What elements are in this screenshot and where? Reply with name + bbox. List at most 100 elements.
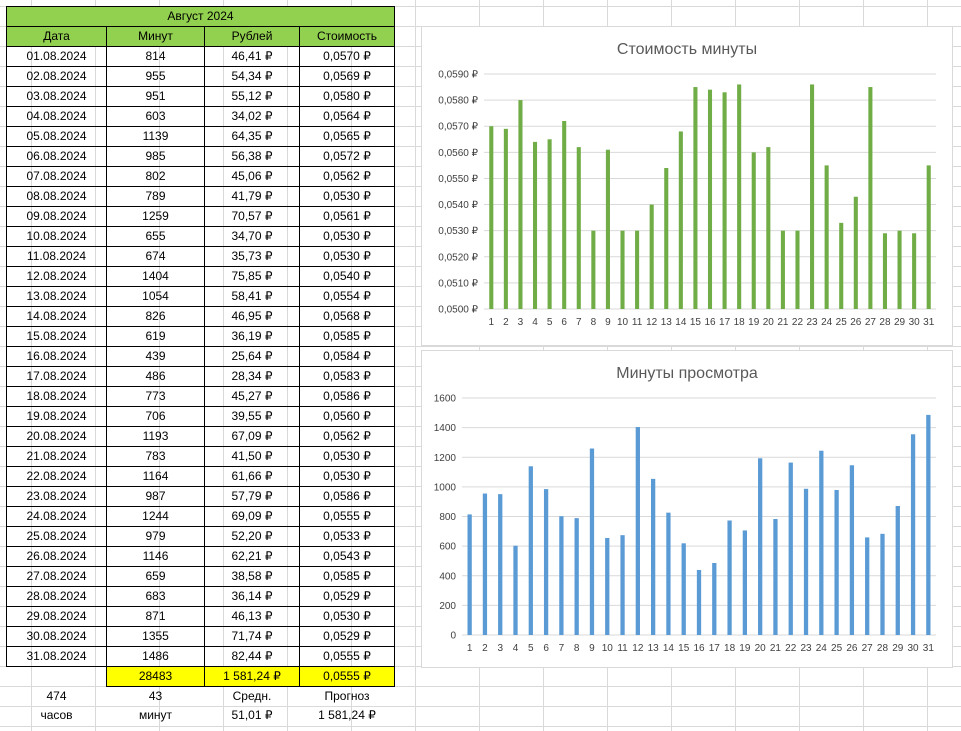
- total-cell[interactable]: 0,0555 ₽: [299, 666, 395, 687]
- table-cell[interactable]: 75,85 ₽: [204, 266, 300, 287]
- table-cell[interactable]: 07.08.2024: [6, 166, 107, 187]
- bar[interactable]: [489, 126, 494, 309]
- table-cell[interactable]: 773: [106, 386, 205, 407]
- table-cell[interactable]: 67,09 ₽: [204, 426, 300, 447]
- total-cell[interactable]: 28483: [106, 666, 205, 687]
- minutes-watched-chart[interactable]: Минуты просмотра 0 200 400 600 800 1000 1200 140…: [421, 350, 953, 668]
- bar[interactable]: [649, 204, 654, 309]
- table-cell[interactable]: 0,0572 ₽: [299, 146, 395, 167]
- bar[interactable]: [574, 518, 579, 635]
- table-cell[interactable]: 0,0530 ₽: [299, 186, 395, 207]
- table-cell[interactable]: 1404: [106, 266, 205, 287]
- table-cell[interactable]: 0,0584 ₽: [299, 346, 395, 367]
- table-cell[interactable]: 0,0570 ₽: [299, 46, 395, 67]
- table-cell[interactable]: 814: [106, 46, 205, 67]
- table-cell[interactable]: 0,0529 ₽: [299, 626, 395, 647]
- bar[interactable]: [788, 462, 793, 635]
- table-cell[interactable]: 19.08.2024: [6, 406, 107, 427]
- bar[interactable]: [620, 535, 625, 635]
- bar[interactable]: [678, 131, 683, 309]
- table-cell[interactable]: 0,0569 ₽: [299, 66, 395, 87]
- table-cell[interactable]: 71,74 ₽: [204, 626, 300, 647]
- table-cell[interactable]: 0,0530 ₽: [299, 446, 395, 467]
- table-cell[interactable]: 659: [106, 566, 205, 587]
- bar[interactable]: [559, 516, 564, 635]
- table-cell[interactable]: 1164: [106, 466, 205, 487]
- bar[interactable]: [635, 230, 640, 309]
- bar[interactable]: [693, 87, 698, 309]
- bar[interactable]: [712, 563, 717, 635]
- table-cell[interactable]: 0,0561 ₽: [299, 206, 395, 227]
- table-cell[interactable]: 39,55 ₽: [204, 406, 300, 427]
- bar[interactable]: [737, 84, 742, 309]
- table-cell[interactable]: 1146: [106, 546, 205, 567]
- bar[interactable]: [543, 489, 549, 635]
- bar[interactable]: [849, 465, 855, 635]
- table-cell[interactable]: 56,38 ₽: [204, 146, 300, 167]
- table-cell[interactable]: 683: [106, 586, 205, 607]
- table-cell[interactable]: 655: [106, 226, 205, 247]
- table-cell[interactable]: 802: [106, 166, 205, 187]
- table-cell[interactable]: 674: [106, 246, 205, 267]
- table-cell[interactable]: 985: [106, 146, 205, 167]
- bar[interactable]: [853, 196, 858, 309]
- table-cell[interactable]: 0,0555 ₽: [299, 646, 395, 667]
- bar[interactable]: [766, 147, 771, 309]
- table-cell[interactable]: 0,0560 ₽: [299, 406, 395, 427]
- bar[interactable]: [834, 489, 839, 635]
- bar[interactable]: [773, 519, 778, 635]
- table-cell[interactable]: 15.08.2024: [6, 326, 107, 347]
- column-header[interactable]: Дата: [6, 26, 107, 47]
- bar[interactable]: [503, 128, 508, 309]
- bar[interactable]: [926, 414, 931, 635]
- table-cell[interactable]: 1355: [106, 626, 205, 647]
- table-cell[interactable]: 1054: [106, 286, 205, 307]
- table-cell[interactable]: 1193: [106, 426, 205, 447]
- table-cell[interactable]: 21.08.2024: [6, 446, 107, 467]
- table-cell[interactable]: 979: [106, 526, 205, 547]
- bar[interactable]: [795, 230, 800, 309]
- table-cell[interactable]: 0,0530 ₽: [299, 606, 395, 627]
- bar[interactable]: [532, 141, 538, 309]
- bar[interactable]: [591, 230, 596, 309]
- column-header[interactable]: Стоимость: [299, 26, 395, 47]
- column-header[interactable]: Минут: [106, 26, 205, 47]
- bar[interactable]: [498, 494, 503, 635]
- table-cell[interactable]: 08.08.2024: [6, 186, 107, 207]
- table-cell[interactable]: 0,0568 ₽: [299, 306, 395, 327]
- table-cell[interactable]: 45,27 ₽: [204, 386, 300, 407]
- table-cell[interactable]: 25,64 ₽: [204, 346, 300, 367]
- summary-cell[interactable]: часов: [40, 708, 73, 722]
- table-cell[interactable]: 02.08.2024: [6, 66, 107, 87]
- summary-cell[interactable]: минут: [138, 708, 173, 722]
- bar[interactable]: [696, 569, 702, 635]
- bar[interactable]: [824, 165, 829, 309]
- bar[interactable]: [880, 533, 885, 635]
- bar[interactable]: [897, 230, 902, 309]
- table-cell[interactable]: 25.08.2024: [6, 526, 107, 547]
- bar[interactable]: [605, 149, 610, 309]
- table-cell[interactable]: 0,0586 ₽: [299, 486, 395, 507]
- bar[interactable]: [882, 233, 888, 309]
- bar[interactable]: [803, 488, 809, 635]
- table-cell[interactable]: 70,57 ₽: [204, 206, 300, 227]
- bar[interactable]: [910, 434, 916, 635]
- table-cell[interactable]: 46,41 ₽: [204, 46, 300, 67]
- table-cell[interactable]: 20.08.2024: [6, 426, 107, 447]
- table-cell[interactable]: 01.08.2024: [6, 46, 107, 67]
- table-cell[interactable]: 22.08.2024: [6, 466, 107, 487]
- table-cell[interactable]: 36,19 ₽: [204, 326, 300, 347]
- table-cell[interactable]: 486: [106, 366, 205, 387]
- bar[interactable]: [605, 537, 610, 635]
- bar[interactable]: [722, 92, 727, 310]
- table-cell[interactable]: 1486: [106, 646, 205, 667]
- table-cell[interactable]: 64,35 ₽: [204, 126, 300, 147]
- table-cell[interactable]: 57,79 ₽: [204, 486, 300, 507]
- table-cell[interactable]: 17.08.2024: [6, 366, 107, 387]
- bar[interactable]: [742, 530, 748, 635]
- table-cell[interactable]: 0,0529 ₽: [299, 586, 395, 607]
- table-cell[interactable]: 61,66 ₽: [204, 466, 300, 487]
- table-cell[interactable]: 0,0583 ₽: [299, 366, 395, 387]
- table-cell[interactable]: 30.08.2024: [6, 626, 107, 647]
- total-cell[interactable]: 1 581,24 ₽: [204, 666, 300, 687]
